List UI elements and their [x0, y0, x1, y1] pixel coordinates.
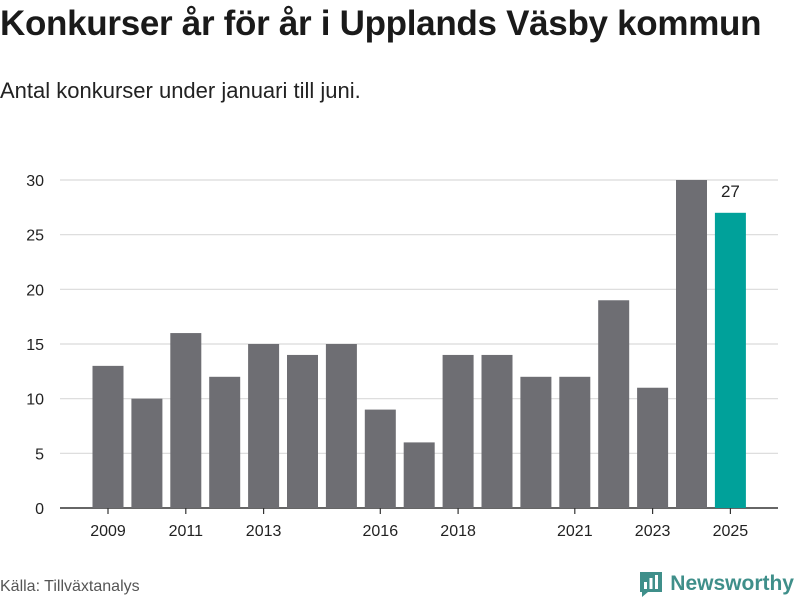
y-tick-label-30: 30	[26, 173, 44, 190]
y-tick-label-20: 20	[26, 282, 44, 299]
bar-2014	[287, 354, 318, 508]
bar-2020	[520, 376, 552, 508]
bar-2012	[209, 376, 241, 508]
bar-2017	[403, 442, 435, 508]
x-tick-label-2025: 2025	[713, 523, 749, 540]
y-tick-label-15: 15	[26, 337, 44, 354]
x-tick-label-2009: 2009	[90, 523, 126, 540]
bar-2021	[559, 376, 591, 508]
y-tick-label-5: 5	[35, 446, 44, 463]
bars	[92, 180, 746, 509]
data-labels: 27	[721, 182, 740, 201]
y-tick-label-10: 10	[26, 392, 44, 409]
x-tick-label-2011: 2011	[169, 523, 204, 540]
source-note: Källa: Tillväxtanalys	[0, 578, 140, 595]
x-tick-label-2013: 2013	[246, 523, 282, 540]
bar-2019	[481, 354, 513, 508]
bar-2015	[325, 344, 357, 508]
chart-title: Konkurser år för år i Upplands Väsby kom…	[0, 4, 762, 43]
x-tick-label-2021: 2021	[557, 523, 593, 540]
bar-2010	[131, 398, 163, 508]
bar-2009	[92, 365, 124, 508]
bar-2018	[442, 354, 474, 508]
x-tick-label-2018: 2018	[440, 523, 476, 540]
data-label-2025: 27	[721, 182, 740, 201]
bar-2025	[714, 212, 746, 509]
newsworthy-logo-icon	[640, 572, 663, 597]
bar-2013	[248, 344, 280, 508]
x-axis-ticks: 2009 2011 2013 2016 2018 2021 2023 2025	[90, 508, 748, 540]
bar-2011	[170, 333, 202, 508]
y-axis-ticks: 0 5 10 15 20 25 30	[26, 173, 44, 518]
y-tick-label-0: 0	[35, 501, 44, 518]
bar-2024	[676, 180, 707, 508]
x-tick-label-2016: 2016	[363, 523, 399, 540]
bar-2016	[364, 409, 396, 508]
brand-name: Newsworthy	[670, 572, 794, 595]
bar-2022	[598, 300, 630, 508]
x-tick-label-2023: 2023	[635, 523, 671, 540]
brand-logo: Newsworthy	[638, 570, 794, 598]
bar-2023	[637, 387, 669, 508]
y-tick-label-25: 25	[26, 228, 44, 245]
chart-subtitle: Antal konkurser under januari till juni.	[0, 78, 361, 103]
